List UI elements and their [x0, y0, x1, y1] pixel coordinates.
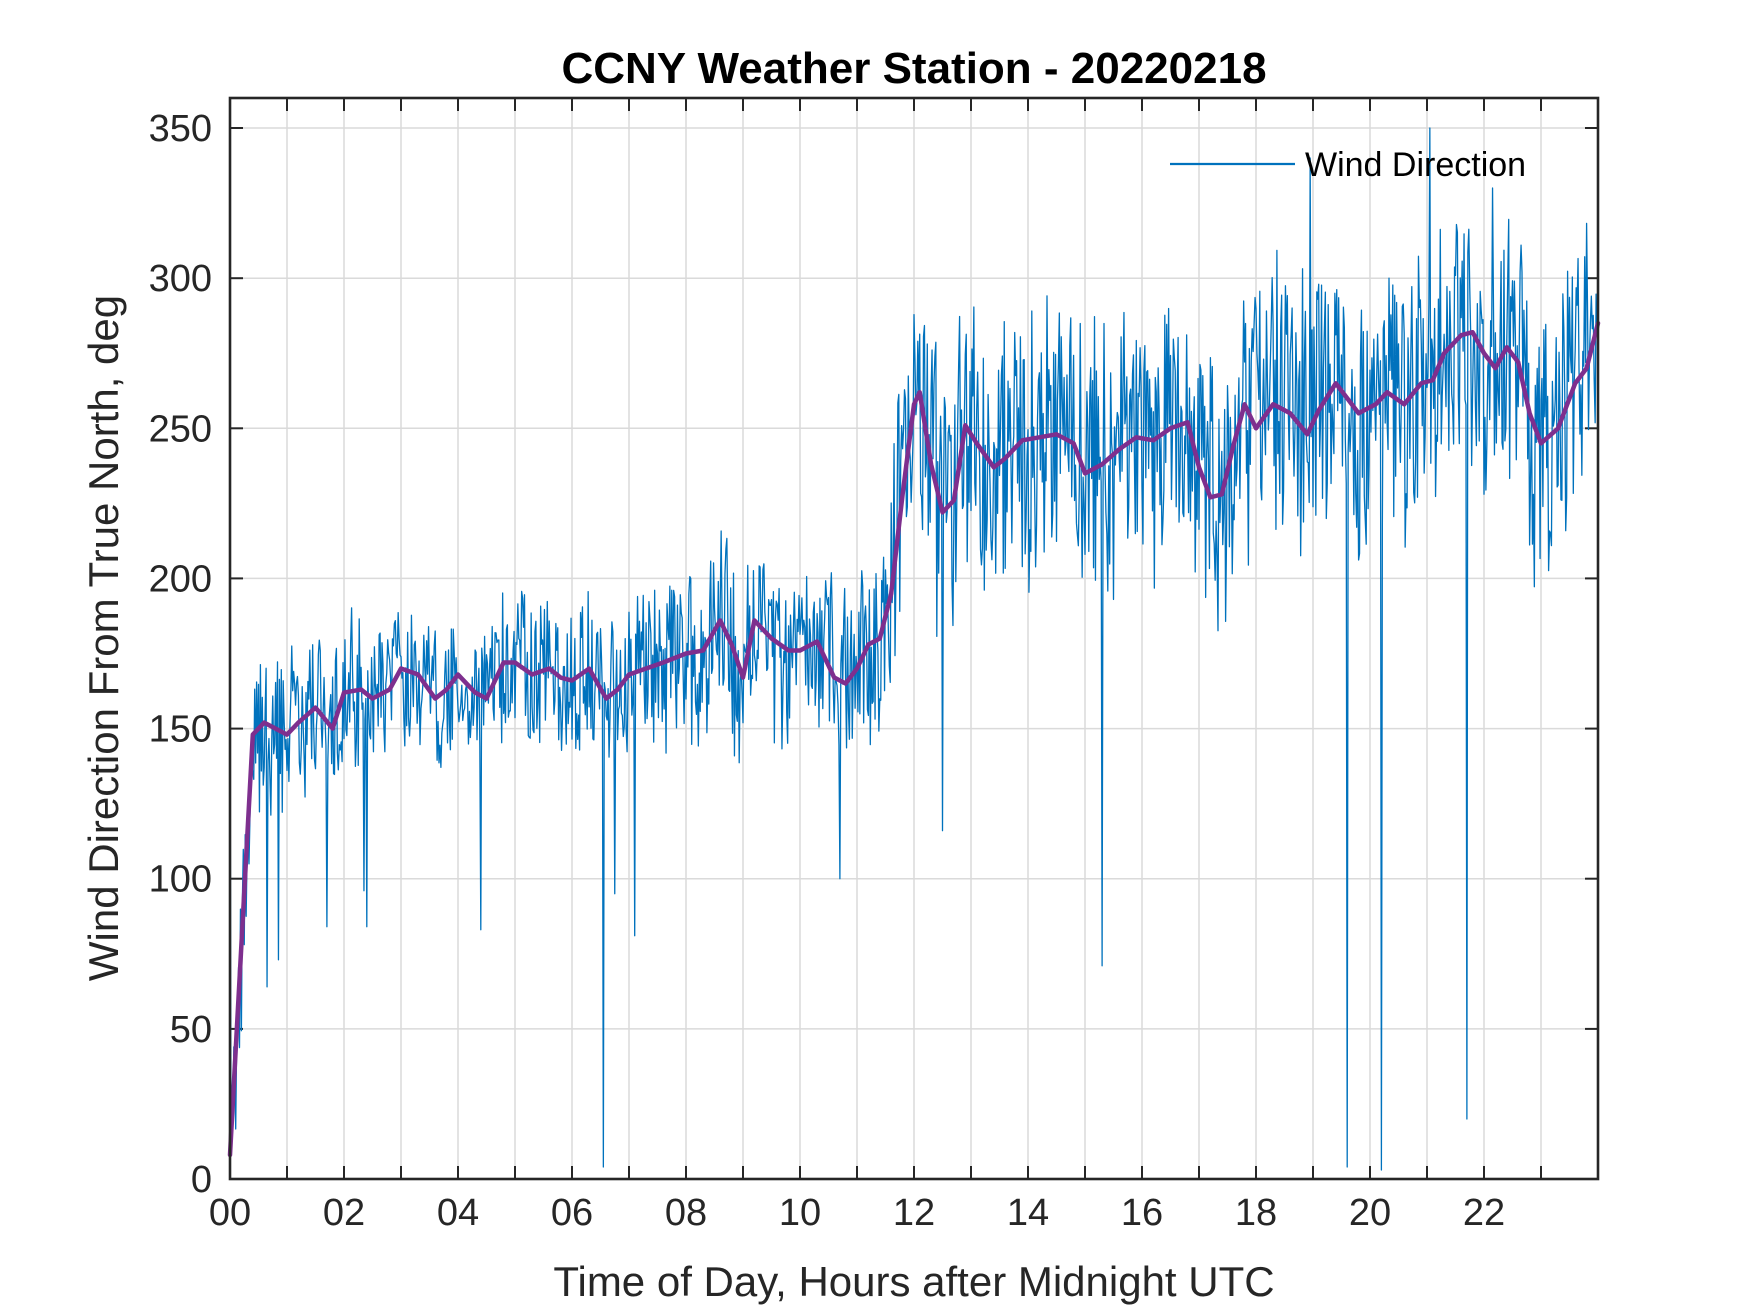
y-tick-label: 350: [149, 108, 212, 150]
y-tick-label: 300: [149, 258, 212, 300]
x-tick-label: 12: [893, 1192, 935, 1234]
series-line-wind-direction: [229, 127, 1598, 1171]
plot-frame: [228, 96, 1600, 1181]
y-tick-label: 250: [149, 408, 212, 450]
x-tick-label: 04: [437, 1192, 479, 1234]
x-tick-label: 14: [1007, 1192, 1049, 1234]
x-tick-label: 06: [551, 1192, 593, 1234]
y-tick-label: 50: [170, 1009, 212, 1051]
series-line-running-mean: [227, 320, 1601, 1158]
legend: Wind Direction: [1170, 146, 1526, 184]
x-tick-label: 20: [1349, 1192, 1391, 1234]
y-tick-label: 200: [149, 558, 212, 600]
x-tick-label: 18: [1235, 1192, 1277, 1234]
y-axis-label: Wind Direction From True North, deg: [80, 295, 127, 981]
legend-label-wind-direction: Wind Direction: [1305, 146, 1526, 184]
x-tick-label: 22: [1463, 1192, 1505, 1234]
x-tick-label: 16: [1121, 1192, 1163, 1234]
y-tick-label: 150: [149, 709, 212, 751]
x-axis-label: Time of Day, Hours after Midnight UTC: [553, 1258, 1274, 1305]
x-tick-label: 02: [323, 1192, 365, 1234]
y-tick-label: 0: [191, 1159, 212, 1201]
chart-title: CCNY Weather Station - 20220218: [561, 44, 1266, 93]
x-tick-label: 08: [665, 1192, 707, 1234]
x-tick-label: 10: [779, 1192, 821, 1234]
plot-data: [227, 127, 1601, 1171]
tick-labels: 00 02 04 06 08 10 12 14 16 18 20 22 0 50 100 150 200 250 3…: [149, 108, 1506, 1234]
x-tick-label: 00: [209, 1192, 251, 1234]
y-tick-label: 100: [149, 859, 212, 901]
